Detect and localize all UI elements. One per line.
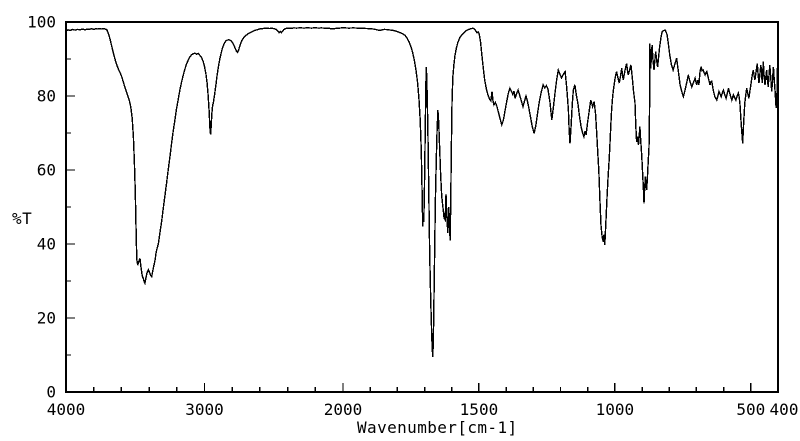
x-tick-label: 3000 (185, 400, 224, 419)
y-tick-label: 0 (46, 383, 56, 402)
y-tick-label: 40 (37, 235, 56, 254)
y-tick-label: 60 (37, 161, 56, 180)
y-axis-title: %T (12, 209, 33, 228)
x-tick-label: 2000 (324, 400, 363, 419)
x-axis-title: Wavenumber[cm-1] (357, 418, 518, 437)
axis-ticks (65, 21, 752, 393)
x-tick-label: 1000 (596, 400, 635, 419)
spectrum-trace (65, 27, 779, 357)
x-tick-label: 1500 (460, 400, 499, 419)
x-tick-label: 500 (736, 400, 765, 419)
y-tick-label: 80 (37, 87, 56, 106)
x-tick-label: 4000 (47, 400, 86, 419)
y-tick-label: 100 (27, 13, 56, 32)
y-tick-label: 20 (37, 309, 56, 328)
x-tick-label: 400 (770, 400, 799, 419)
